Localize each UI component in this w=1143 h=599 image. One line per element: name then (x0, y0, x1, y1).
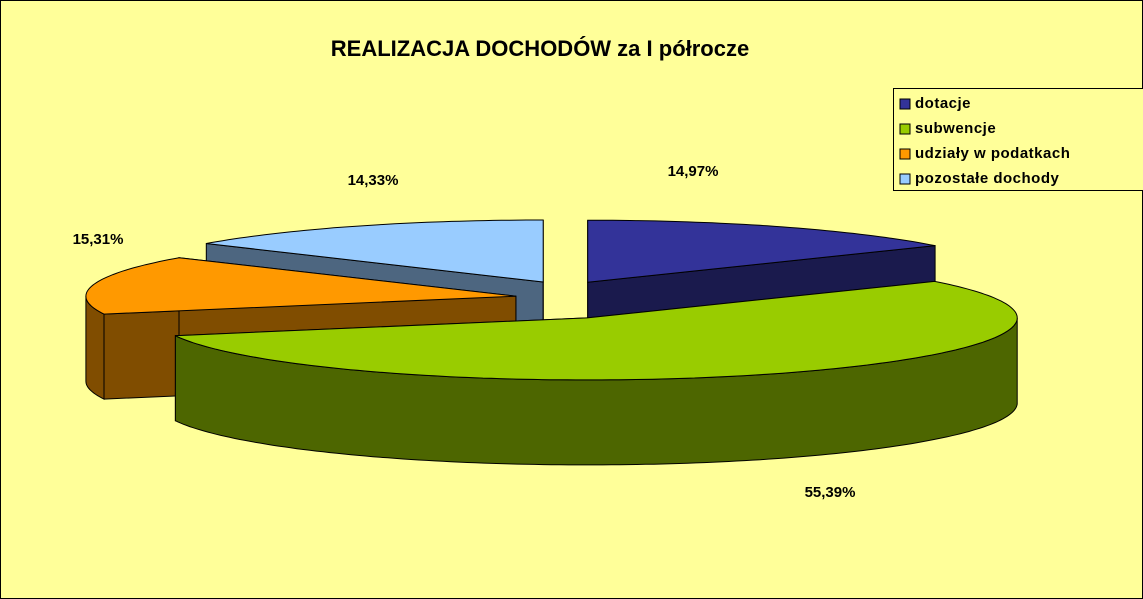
data-label: 14,33% (348, 172, 399, 189)
pie-slice (587, 219, 936, 283)
legend-swatch (899, 173, 911, 185)
pie-slice (206, 219, 544, 283)
pie-slice (85, 257, 516, 315)
chart-title: REALIZACJA DOCHODÓW za I półrocze (331, 36, 749, 61)
legend-label: subwencje (915, 120, 996, 137)
data-label: 14,97% (668, 163, 719, 180)
legend-swatch (899, 148, 911, 160)
data-label: 55,39% (805, 484, 856, 501)
legend-label: pozostałe dochody (915, 170, 1060, 187)
data-label: 15,31% (73, 231, 124, 248)
legend-swatch (899, 98, 911, 110)
legend-swatch (899, 123, 911, 135)
legend-box (893, 88, 1143, 191)
pie-slice (175, 280, 1018, 381)
legend-label: udziały w podatkach (915, 145, 1070, 162)
legend-label: dotacje (915, 95, 971, 112)
